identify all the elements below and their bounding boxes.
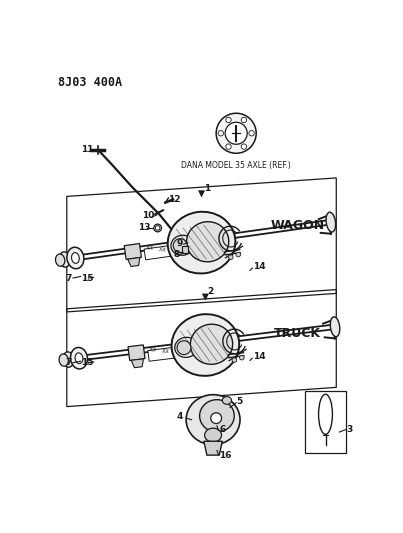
Circle shape [241,117,247,123]
Text: 4: 4 [176,412,183,421]
Ellipse shape [175,337,198,358]
Ellipse shape [172,314,239,376]
Ellipse shape [59,252,70,267]
Text: DANA MODEL 35 AXLE (REF.): DANA MODEL 35 AXLE (REF.) [181,161,291,170]
Circle shape [177,341,191,354]
Text: WAGON: WAGON [271,219,325,232]
Text: 15: 15 [81,273,93,282]
Text: 3: 3 [346,425,353,434]
Ellipse shape [326,212,336,232]
Bar [305,391,345,453]
Circle shape [226,144,231,149]
Circle shape [236,252,241,257]
Text: 7: 7 [65,358,72,367]
Bar [182,246,189,253]
Polygon shape [131,359,143,368]
Ellipse shape [199,400,234,432]
Text: TRUCK: TRUCK [274,327,321,340]
Ellipse shape [187,222,229,262]
Text: 14: 14 [253,262,266,271]
Text: 9: 9 [177,239,183,248]
Ellipse shape [222,397,232,405]
Text: 1: 1 [204,184,210,193]
Ellipse shape [59,354,69,366]
Text: 13: 13 [137,223,150,232]
Circle shape [226,117,231,123]
Text: 10: 10 [142,211,155,220]
Circle shape [239,356,244,360]
Polygon shape [144,241,199,260]
Polygon shape [204,441,222,455]
Text: 14: 14 [253,352,266,361]
Circle shape [216,113,256,154]
Circle shape [249,131,254,136]
Ellipse shape [56,254,65,266]
Ellipse shape [168,212,235,273]
Circle shape [229,255,233,260]
Text: 7: 7 [65,273,72,282]
Circle shape [225,122,247,144]
Ellipse shape [186,394,240,445]
Ellipse shape [190,324,233,364]
Text: XX  XX  XXX  XXX: XX XX XXX XXX [145,245,197,257]
Ellipse shape [171,235,194,255]
Circle shape [241,144,247,149]
Text: 11: 11 [81,145,93,154]
Ellipse shape [205,428,222,442]
Circle shape [211,413,222,424]
Text: 16: 16 [219,450,232,459]
Polygon shape [128,257,140,266]
Circle shape [173,239,187,253]
Circle shape [218,131,224,136]
Text: XX  XX  XXX  XXX: XX XX XXX XXX [149,347,202,358]
Text: 12: 12 [168,195,181,204]
Ellipse shape [71,348,87,369]
Text: 8J03 400A: 8J03 400A [58,76,122,90]
Ellipse shape [67,247,84,269]
Text: 15: 15 [81,358,93,367]
Polygon shape [148,344,203,361]
Text: 5: 5 [236,397,243,406]
Text: 2: 2 [208,287,214,296]
Ellipse shape [330,317,340,337]
Ellipse shape [71,253,79,263]
Polygon shape [128,345,145,360]
Text: 8: 8 [173,251,179,260]
Circle shape [232,358,237,362]
Ellipse shape [63,352,74,367]
Polygon shape [124,244,141,260]
Text: 6: 6 [219,425,226,434]
Ellipse shape [75,353,83,364]
